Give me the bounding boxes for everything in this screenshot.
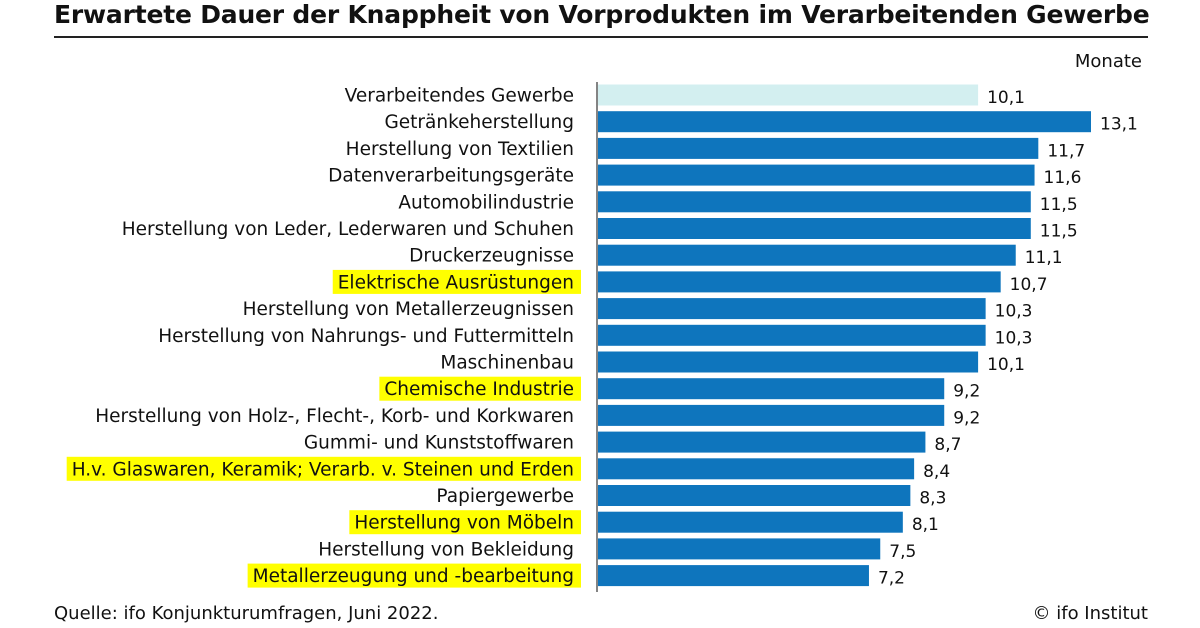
- label-highlight: [349, 510, 581, 535]
- category-label: Chemische Industrie: [384, 379, 574, 400]
- category-label: Herstellung von Möbeln: [354, 513, 574, 534]
- title-divider: [54, 36, 1148, 38]
- category-label: Papiergewerbe: [436, 486, 574, 507]
- value-label: 7,2: [878, 569, 905, 589]
- bar: [598, 538, 881, 560]
- value-label: 11,1: [1025, 248, 1063, 268]
- value-label: 8,4: [923, 462, 950, 482]
- source-note: Quelle: ifo Konjunkturumfragen, Juni 202…: [54, 603, 439, 624]
- value-label: 9,2: [953, 408, 980, 428]
- value-label: 10,7: [1010, 275, 1048, 295]
- bar: [598, 404, 945, 426]
- category-label: Datenverarbeitungsgeräte: [328, 166, 574, 187]
- category-label: Druckerzeugnisse: [409, 246, 574, 267]
- value-label: 8,1: [912, 515, 939, 535]
- category-label: H.v. Glaswaren, Keramik; Verarb. v. Stei…: [72, 459, 574, 480]
- chart-title: Erwartete Dauer der Knappheit von Vorpro…: [54, 0, 1150, 29]
- category-label: Herstellung von Bekleidung: [318, 539, 574, 560]
- category-label: Herstellung von Leder, Lederwaren und Sc…: [122, 219, 574, 240]
- value-label: 7,5: [889, 542, 916, 562]
- value-label: 8,3: [919, 489, 946, 509]
- label-highlight: [332, 269, 581, 294]
- value-label: 10,1: [987, 355, 1025, 375]
- category-label: Herstellung von Metallerzeugnissen: [243, 299, 574, 320]
- value-label: 13,1: [1100, 115, 1138, 135]
- bar: [598, 458, 915, 480]
- bar: [598, 351, 979, 373]
- bar: [598, 511, 903, 533]
- bar: [598, 84, 979, 106]
- bar: [598, 111, 1091, 133]
- bar: [598, 137, 1039, 159]
- label-highlight: [247, 563, 581, 588]
- value-label: 10,1: [987, 88, 1025, 108]
- bar: [598, 244, 1016, 266]
- bar: [598, 298, 986, 320]
- category-label: Automobilindustrie: [398, 192, 574, 213]
- label-highlights: [66, 269, 581, 588]
- unit-label: Monate: [1074, 51, 1142, 72]
- value-label: 8,7: [934, 435, 961, 455]
- category-label: Verarbeitendes Gewerbe: [345, 86, 574, 107]
- bar: [598, 164, 1035, 186]
- bar: [598, 431, 926, 453]
- copyright-note: © ifo Institut: [1032, 603, 1148, 624]
- value-label: 11,5: [1040, 195, 1078, 215]
- value-label: 11,5: [1040, 222, 1078, 242]
- bar: [598, 218, 1031, 239]
- bar: [598, 378, 945, 400]
- bar: [598, 324, 986, 346]
- value-label: 11,7: [1047, 141, 1085, 161]
- value-label: 11,6: [1044, 168, 1082, 188]
- category-label: Herstellung von Textilien: [346, 139, 574, 160]
- category-label: Gummi- und Kunststoffwaren: [304, 433, 574, 454]
- value-label: 10,3: [995, 302, 1033, 322]
- category-label: Getränkeherstellung: [384, 112, 574, 133]
- bar: [598, 271, 1001, 293]
- value-label: 10,3: [995, 328, 1033, 348]
- category-label: Herstellung von Holz-, Flecht-, Korb- un…: [95, 406, 574, 427]
- value-label: 9,2: [953, 382, 980, 402]
- label-highlight: [379, 376, 581, 401]
- category-label: Elektrische Ausrüstungen: [338, 272, 574, 293]
- bar: [598, 485, 911, 506]
- bar: [598, 191, 1031, 213]
- category-label: Metallerzeugung und -bearbeitung: [253, 566, 574, 587]
- label-highlight: [66, 456, 581, 481]
- bar: [598, 565, 869, 587]
- category-label: Maschinenbau: [440, 353, 574, 374]
- category-label: Herstellung von Nahrungs- und Futtermitt…: [158, 326, 574, 347]
